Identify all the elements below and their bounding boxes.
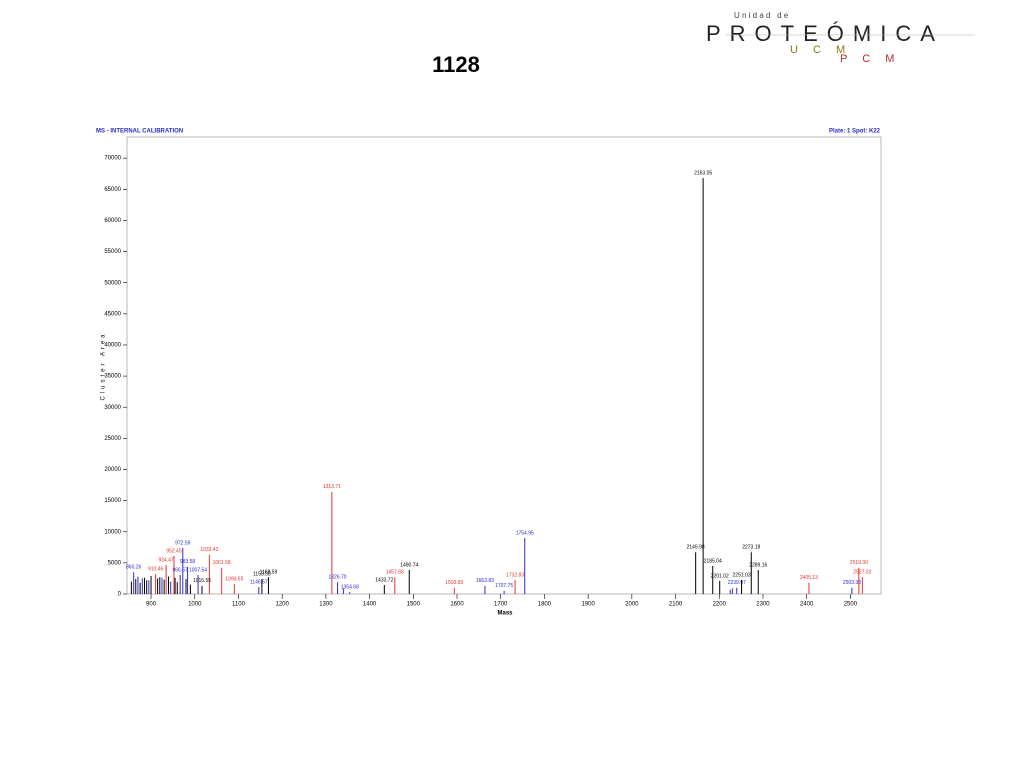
peak-label: 2527.32 [853, 570, 871, 576]
y-tick-label: 10000 [104, 529, 121, 535]
x-tick-label: 1700 [494, 602, 508, 608]
logo-top: U n i d a d d e [734, 11, 789, 20]
y-tick-label: 0 [118, 592, 122, 598]
x-tick-label: 2500 [844, 602, 858, 608]
peak-label: 1313.71 [323, 484, 341, 490]
peak-label: 1153.58 [253, 571, 271, 577]
logo-main: PROTEÓMICA [706, 21, 944, 46]
peak-label: 983.58 [180, 559, 196, 565]
x-tick-label: 1400 [363, 602, 377, 608]
peak-label: 1146.57 [250, 579, 268, 585]
x-tick-label: 2400 [800, 602, 814, 608]
peak-label: 1354.68 [341, 584, 359, 590]
peak-label: 972.59 [175, 540, 191, 546]
x-tick-label: 1000 [188, 602, 202, 608]
peak-label: 2503.38 [843, 580, 861, 586]
y-tick-label: 65000 [104, 187, 121, 193]
x-tick-label: 2000 [625, 602, 639, 608]
peak-label: 952.45 [166, 548, 182, 554]
peak-label: 2163.05 [694, 170, 712, 176]
y-tick-label: 40000 [104, 343, 121, 349]
peak-label: 934.47 [158, 557, 174, 563]
y-tick-label: 70000 [104, 156, 121, 162]
peak-label: 910.46 [148, 566, 164, 572]
peak-label: 2251.03 [733, 572, 751, 578]
x-tick-label: 1800 [538, 602, 552, 608]
peak-label: 1168.59 [260, 570, 278, 576]
peak-label: 860.26 [126, 565, 142, 571]
peak-label: 2185.04 [704, 558, 722, 564]
peak-label: 1754.95 [516, 530, 534, 536]
logo-sub1: U C M [790, 44, 851, 56]
y-tick-label: 20000 [104, 467, 121, 473]
y-tick-label: 55000 [104, 249, 121, 255]
x-tick-label: 1200 [275, 602, 289, 608]
y-tick-label: 5000 [108, 560, 122, 566]
peak-label: 2405.13 [800, 575, 818, 581]
peak-label: 1090.55 [225, 576, 243, 582]
x-tick-label: 2100 [669, 602, 683, 608]
y-tick-label: 15000 [104, 498, 121, 504]
peak-label: 1061.58 [213, 560, 231, 566]
subtitle-right: Plate: 1 Spot: K22 [829, 129, 881, 135]
peak-label: 1732.83 [506, 572, 524, 578]
plot-frame [126, 136, 882, 595]
x-tick-label: 1900 [581, 602, 595, 608]
peak-label: 1457.68 [386, 570, 404, 576]
y-tick-label: 45000 [104, 311, 121, 317]
logo-sub2: P C M [840, 53, 900, 65]
x-tick-label: 1300 [319, 602, 333, 608]
peak-label: 1707.75 [495, 583, 513, 589]
peak-label: 2201.02 [711, 573, 729, 579]
x-axis-label: Mass [497, 611, 513, 617]
y-axis-label: Cluster Area [101, 331, 107, 400]
peak-label: 1593.83 [445, 580, 463, 586]
x-tick-label: 1100 [232, 602, 246, 608]
y-tick-label: 25000 [104, 436, 121, 442]
peak-label: 2239.97 [728, 580, 746, 586]
y-tick-label: 60000 [104, 218, 121, 224]
x-tick-label: 2200 [713, 602, 727, 608]
peak-label: 966.57 [172, 567, 188, 573]
peak-label: 1033.42 [200, 547, 218, 553]
peak-label: 1663.83 [476, 578, 494, 584]
peak-label: 1490.74 [400, 562, 418, 568]
x-tick-label: 1600 [450, 602, 464, 608]
peak-label: 1433.72 [375, 577, 393, 583]
y-tick-label: 50000 [104, 280, 121, 286]
chart-title: 1128 [432, 52, 480, 77]
peak-label: 2289.16 [749, 562, 767, 568]
peak-label: 2145.98 [687, 545, 705, 551]
peak-label: 2519.30 [850, 560, 868, 566]
y-tick-label: 35000 [104, 374, 121, 380]
peak-label: 1326.70 [329, 574, 347, 580]
peak-label: 1007.54 [189, 567, 207, 573]
subtitle-left: MS - INTERNAL CALIBRATION [96, 129, 183, 135]
x-tick-label: 2300 [756, 602, 770, 608]
peak-label: 2273.18 [742, 545, 760, 551]
peak-label: 1016.55 [193, 578, 211, 584]
x-tick-label: 1500 [407, 602, 421, 608]
y-tick-label: 30000 [104, 405, 121, 411]
x-tick-label: 900 [146, 602, 157, 608]
